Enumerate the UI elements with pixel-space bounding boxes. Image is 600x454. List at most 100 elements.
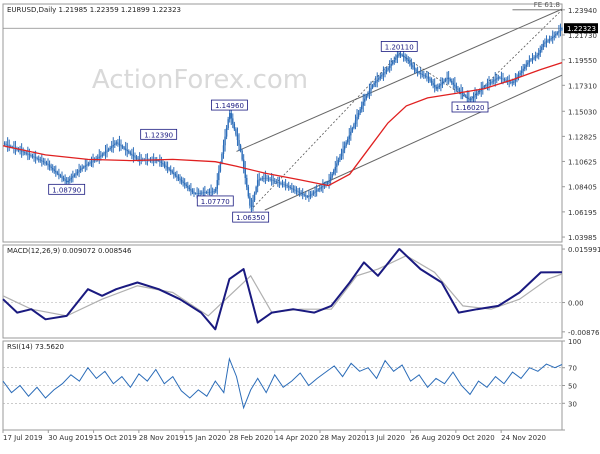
candle-body xyxy=(269,179,271,180)
price-candle xyxy=(305,191,307,200)
price-candle xyxy=(295,186,298,195)
candle-body xyxy=(367,93,369,96)
price-candle xyxy=(463,92,465,97)
watermark: ActionForex.com xyxy=(92,65,308,95)
candle-body xyxy=(242,159,245,169)
price-candle xyxy=(266,174,268,182)
candle-body xyxy=(406,58,408,60)
price-candle xyxy=(339,154,341,163)
x-tick-label: 28 May 2020 xyxy=(320,434,366,442)
price-candle xyxy=(190,183,192,196)
candle-body xyxy=(359,109,361,113)
price-candle xyxy=(381,72,383,80)
candle-body xyxy=(469,99,472,100)
candle-body xyxy=(109,147,111,150)
candle-body xyxy=(225,127,228,137)
price-candle xyxy=(416,66,419,77)
price-candle xyxy=(81,164,83,172)
price-candle xyxy=(531,53,534,64)
candle-body xyxy=(129,152,132,154)
candle-body xyxy=(494,79,496,81)
price-candle xyxy=(333,168,335,176)
price-candle xyxy=(491,78,493,85)
price-candle xyxy=(288,181,290,191)
candle-body xyxy=(188,187,191,190)
price-candle xyxy=(166,161,169,174)
candle-body xyxy=(345,142,347,146)
candle-body xyxy=(525,64,527,67)
price-candle xyxy=(73,173,76,178)
candle-body xyxy=(455,86,458,89)
candle-body xyxy=(183,183,186,185)
candle-body xyxy=(343,145,346,150)
price-candle xyxy=(319,185,321,193)
candle-body xyxy=(246,177,248,188)
candle-body xyxy=(294,189,296,191)
price-candle xyxy=(247,184,250,199)
price-candle xyxy=(201,190,203,196)
candle-body xyxy=(126,149,128,152)
candle-body xyxy=(159,160,161,162)
candle-body xyxy=(104,151,107,154)
candle-body xyxy=(112,144,114,147)
candle-body xyxy=(171,171,173,173)
price-candle xyxy=(393,56,395,65)
candle-body xyxy=(20,150,23,152)
candle-body xyxy=(44,161,46,163)
candle-body xyxy=(267,178,270,180)
candle-body xyxy=(244,168,246,178)
candle-body xyxy=(333,170,335,174)
price-candle xyxy=(128,149,130,155)
price-candle xyxy=(289,185,291,190)
candle-body xyxy=(496,78,498,80)
candle-body xyxy=(224,136,226,146)
candle-body xyxy=(489,82,492,84)
candle-body xyxy=(65,180,68,183)
candle-body xyxy=(309,194,312,196)
candle-body xyxy=(121,146,124,148)
price-candle xyxy=(356,109,358,127)
candle-body xyxy=(339,156,341,160)
price-candle xyxy=(180,176,183,185)
candle-body xyxy=(87,163,90,165)
price-candle xyxy=(492,76,495,85)
price-candle xyxy=(13,141,15,154)
price-y-tick-label: 1.12825 xyxy=(568,133,597,141)
price-candle xyxy=(277,176,279,187)
price-candle xyxy=(179,174,181,184)
price-candle xyxy=(426,71,428,82)
price-candle xyxy=(131,148,133,160)
rsi-title: RSI(14) 73.5620 xyxy=(7,343,64,351)
candle-body xyxy=(215,188,217,192)
price-candle xyxy=(236,127,239,146)
price-candle xyxy=(107,147,110,152)
rsi-line xyxy=(2,356,563,410)
price-candle xyxy=(98,149,100,164)
candle-body xyxy=(42,161,45,162)
price-candle xyxy=(379,73,382,81)
candle-body xyxy=(69,179,71,181)
price-candle xyxy=(418,71,420,75)
price-candle xyxy=(527,59,529,67)
candle-body xyxy=(303,194,305,196)
candle-body xyxy=(78,170,80,172)
candle-body xyxy=(426,76,428,78)
candle-body xyxy=(132,154,135,157)
price-candle xyxy=(176,170,178,182)
price-candle xyxy=(280,181,282,186)
price-candle xyxy=(542,40,545,50)
candle-body xyxy=(398,53,400,56)
price-candle xyxy=(193,188,195,197)
candle-body xyxy=(27,153,29,155)
price-candle xyxy=(410,58,413,70)
price-candle xyxy=(115,140,118,146)
candle-body xyxy=(210,191,212,193)
price-candle xyxy=(423,70,425,79)
candle-body xyxy=(508,81,510,82)
candle-body xyxy=(457,88,459,91)
candle-body xyxy=(30,155,32,156)
x-tick-label: 14 Apr 2020 xyxy=(275,434,318,442)
price-candle xyxy=(224,129,226,152)
price-candle xyxy=(475,89,478,100)
price-candle xyxy=(261,175,264,182)
